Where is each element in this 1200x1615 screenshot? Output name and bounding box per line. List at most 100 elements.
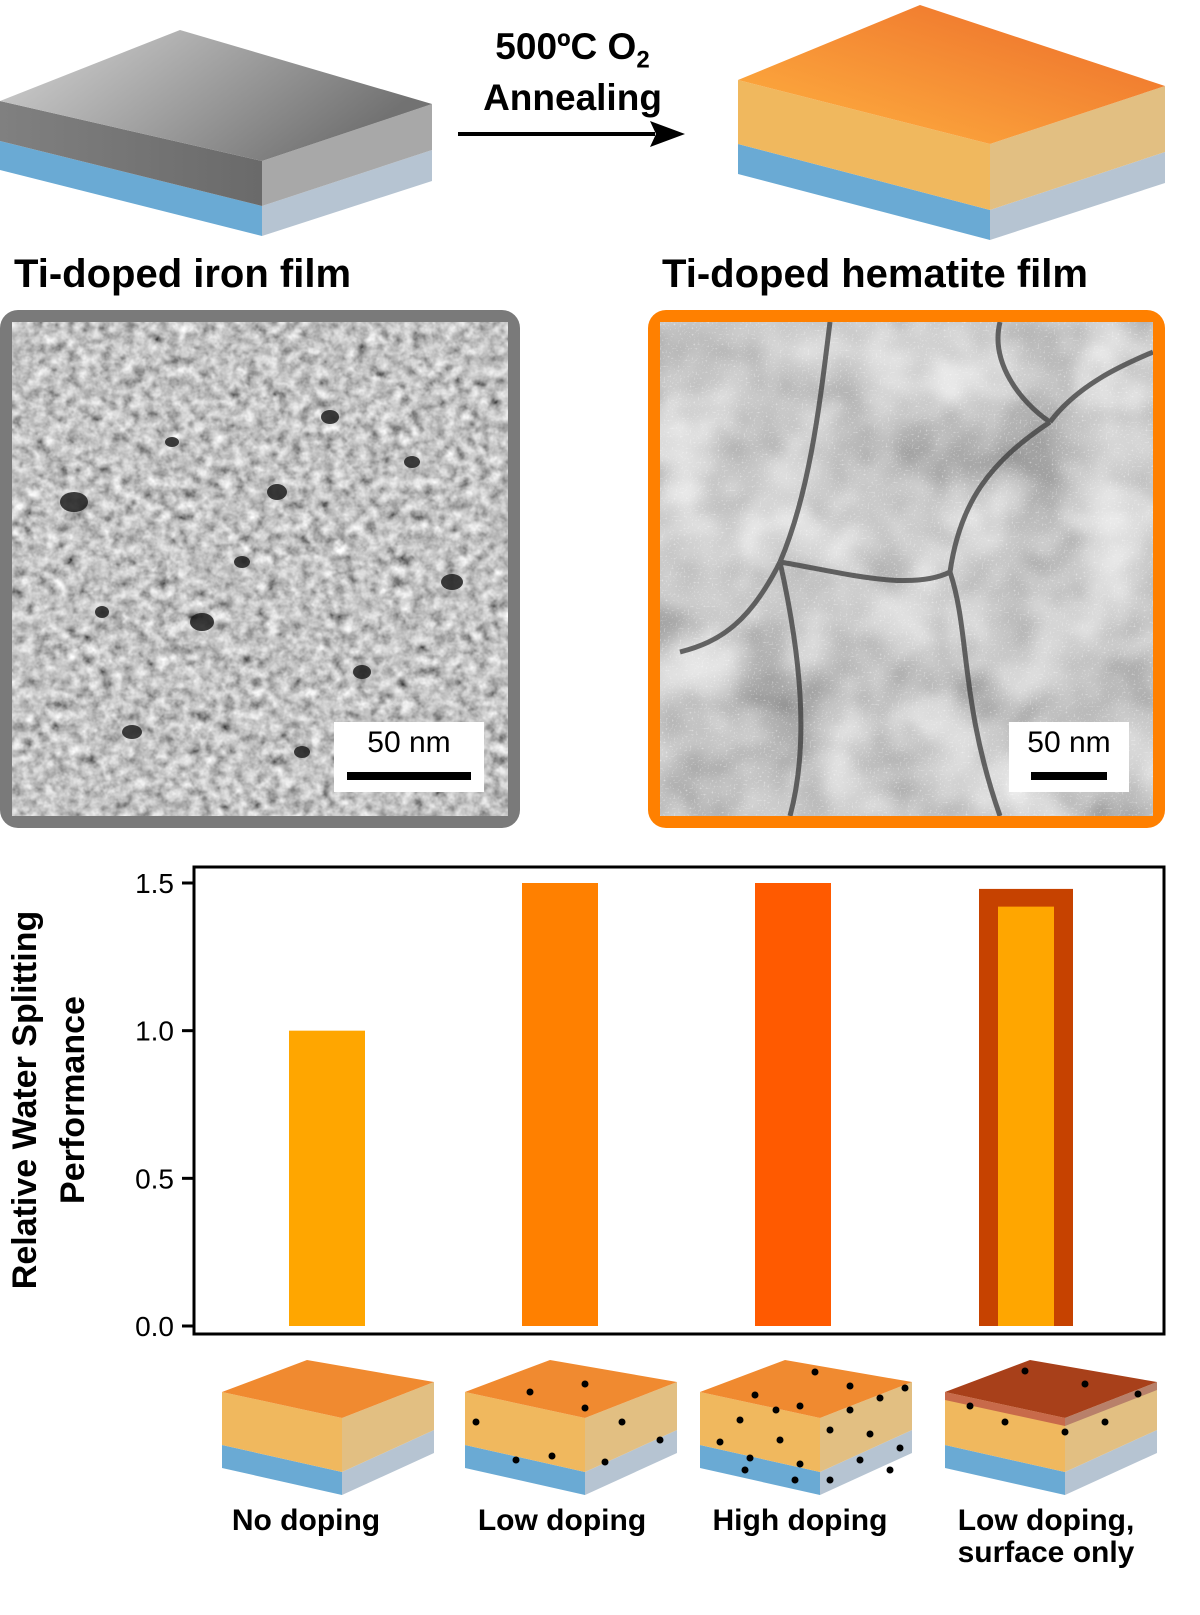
hematite-scale-label: 50 nm	[1027, 726, 1111, 759]
dopant-dot	[741, 1466, 749, 1474]
dopant-dot	[796, 1460, 804, 1468]
dopant-dot	[856, 1456, 864, 1464]
film-side	[585, 1382, 677, 1472]
schematic-block	[465, 1360, 677, 1495]
dopant-dot	[876, 1394, 884, 1402]
dopant-dot	[886, 1466, 894, 1474]
dopant-dot	[1101, 1418, 1109, 1426]
iron-film-block	[0, 30, 432, 236]
category-label: Low doping, surface only	[926, 1505, 1166, 1569]
category-label: No doping	[186, 1505, 426, 1537]
category-label-line: High doping	[712, 1504, 888, 1537]
dopant-dot	[746, 1454, 754, 1462]
film-side	[342, 1382, 434, 1472]
dopant-dot	[618, 1418, 626, 1426]
dopant-dot	[512, 1456, 520, 1464]
dopant-dot	[472, 1418, 480, 1426]
annealing-gas: 500ºC O	[495, 26, 637, 67]
y-tick-label: 0.5	[135, 1163, 174, 1194]
bar-inner-bulk	[998, 906, 1054, 1326]
hematite-scale-line	[1031, 772, 1107, 780]
bar-high-doping	[755, 883, 831, 1326]
hematite-film-block	[738, 5, 1165, 240]
substrate-front	[700, 1445, 820, 1495]
plot-frame	[192, 865, 1166, 1336]
dopant-dot	[601, 1458, 609, 1466]
category-label-line: Low doping,	[957, 1504, 1135, 1537]
hematite-scale-bar: 50 nm	[1009, 722, 1129, 792]
film-front	[700, 1392, 820, 1472]
film-side	[1065, 1382, 1157, 1472]
dopant-dot	[826, 1476, 834, 1484]
dopant-dot	[716, 1438, 724, 1446]
surface-layer-front	[945, 1392, 1065, 1426]
schematic-block	[700, 1360, 912, 1495]
dopant-dot	[826, 1426, 834, 1434]
dopant-dot	[1134, 1390, 1142, 1398]
surface-layer-side	[1065, 1382, 1157, 1426]
film-front	[465, 1392, 585, 1472]
dopant-dot	[896, 1444, 904, 1452]
y-axis-label-line2: Performance	[54, 996, 92, 1204]
dopant-dot	[581, 1380, 589, 1388]
substrate-front	[465, 1445, 585, 1495]
bar-no-doping	[289, 1030, 365, 1326]
dopant-dot	[736, 1416, 744, 1424]
category-label: Low doping	[442, 1505, 682, 1537]
y-axis-label-line1: Relative Water Splitting	[6, 911, 44, 1289]
hematite-film-label: Ti-doped hematite film	[662, 252, 1088, 296]
dopant-dot	[846, 1406, 854, 1414]
annealing-label: 500ºC O2 Annealing	[455, 28, 690, 117]
substrate-front	[222, 1445, 342, 1495]
annealing-arrow	[458, 121, 685, 147]
dopant-dot	[846, 1382, 854, 1390]
iron-scale-line	[347, 772, 471, 780]
process-illustration	[0, 5, 1165, 240]
schematic-block	[222, 1360, 434, 1495]
hematite-micrograph: 50 nm	[660, 322, 1153, 816]
y-tick-label: 0.0	[135, 1311, 174, 1342]
doping-schematics	[222, 1360, 1157, 1495]
film-top	[222, 1360, 434, 1418]
dopant-dot	[526, 1388, 534, 1396]
iron-scale-label: 50 nm	[367, 726, 451, 759]
category-label-line: surface only	[957, 1536, 1135, 1569]
dopant-dot	[901, 1384, 909, 1392]
iron-micrograph-frame: 50 nm	[0, 310, 520, 828]
dopant-dot	[1001, 1418, 1009, 1426]
substrate-side	[342, 1430, 434, 1495]
bar-low-doping	[522, 883, 598, 1326]
dopant-dot	[776, 1436, 784, 1444]
dopant-dot	[1021, 1367, 1029, 1375]
dopant-dot	[581, 1404, 589, 1412]
dopant-dot	[656, 1436, 664, 1444]
dopant-dot	[791, 1476, 799, 1484]
y-tick-label: 1.5	[135, 868, 174, 899]
dopant-dot	[548, 1452, 556, 1460]
iron-scale-bar: 50 nm	[334, 722, 484, 792]
dopant-dot	[1061, 1428, 1069, 1436]
dopant-dot	[966, 1402, 974, 1410]
film-side	[820, 1382, 912, 1472]
film-front	[222, 1392, 342, 1472]
substrate-side	[585, 1430, 677, 1495]
film-top	[700, 1360, 912, 1418]
category-label: High doping	[680, 1505, 920, 1537]
category-label-line: No doping	[231, 1504, 381, 1537]
dopant-dot	[1081, 1380, 1089, 1388]
dopant-dot	[866, 1430, 874, 1438]
substrate-front	[945, 1445, 1065, 1495]
dopant-dot	[796, 1402, 804, 1410]
iron-micrograph: 50 nm	[12, 322, 508, 816]
annealing-text: Annealing	[483, 77, 662, 119]
schematic-block	[945, 1360, 1157, 1495]
dopant-dot	[751, 1391, 759, 1399]
hematite-micrograph-frame: 50 nm	[648, 310, 1165, 828]
y-tick-label: 1.0	[135, 1016, 174, 1047]
dopant-dot	[811, 1368, 819, 1376]
substrate-side	[1065, 1430, 1157, 1495]
category-label-line: Low doping	[477, 1504, 647, 1537]
film-top	[465, 1360, 677, 1418]
film-top	[945, 1360, 1157, 1418]
annealing-gas-subscript: 2	[636, 46, 650, 74]
